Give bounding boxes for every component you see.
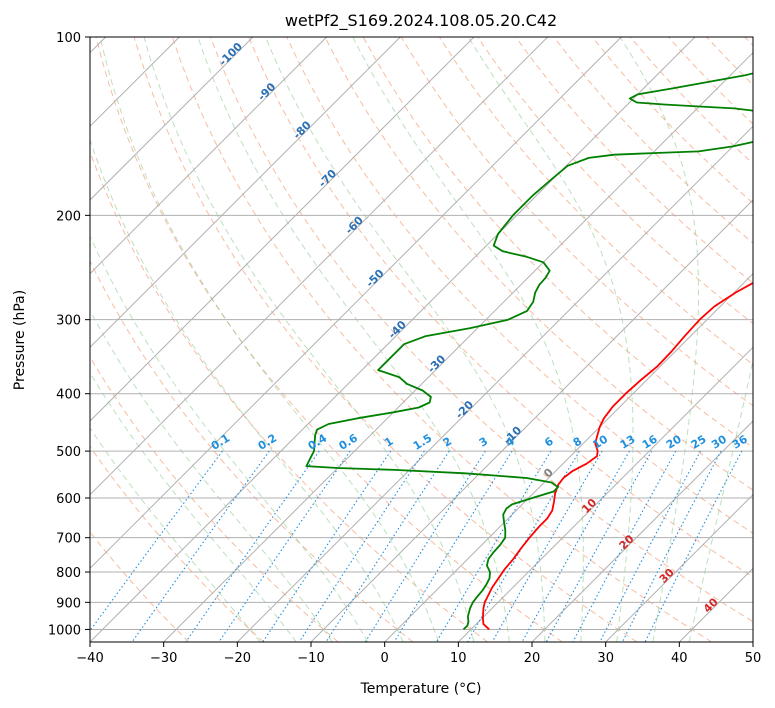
dry-adiabat (324, 37, 753, 491)
mixing-ratio-line (545, 450, 653, 642)
isotherm-line (163, 51, 753, 642)
x-tick-label: 10 (450, 651, 467, 666)
mixing-ratio-line (218, 450, 351, 642)
dry-adiabat (286, 37, 753, 534)
moist-adiabat (90, 371, 297, 642)
isotherm-line (457, 346, 753, 642)
y-tick-label: 100 (56, 31, 81, 46)
mixing-ratio-line (621, 450, 722, 642)
isotherm-line (531, 420, 753, 642)
x-axis-title: Temperature (°C) (360, 681, 482, 697)
y-tick-label: 600 (56, 492, 81, 507)
isotherm-line (384, 272, 753, 642)
isotherm-line (236, 125, 753, 642)
mixing-ratio-line (599, 450, 701, 642)
mixing-ratio-line (393, 450, 513, 642)
isotherm-line (90, 37, 622, 570)
dry-adiabat (90, 445, 264, 642)
isotherm-line (90, 37, 328, 275)
x-tick-label: −40 (76, 651, 103, 666)
moist-adiabat (688, 358, 753, 642)
dewpoint-profile (305, 72, 753, 631)
background-lines (90, 37, 753, 642)
dry-adiabat (95, 37, 563, 642)
moist-adiabat (90, 309, 333, 642)
moist-adiabat (619, 37, 699, 642)
isotherm-line (90, 37, 549, 496)
isotherm-line (90, 37, 475, 422)
mixing-ratio-line (298, 450, 425, 642)
mixing-ratio-line (185, 450, 320, 642)
x-tick-label: −20 (224, 651, 251, 666)
x-tick-label: −30 (150, 651, 177, 666)
plot-frame (89, 36, 754, 643)
mixing-ratio-line (521, 450, 630, 642)
x-tick-label: 40 (671, 651, 688, 666)
moist-adiabat (143, 37, 475, 642)
moist-adiabat (99, 37, 439, 642)
isotherm-line (90, 37, 401, 349)
axis-ticks: −40 −30 −20 −10 0 10 20 30 40 50 100 200 300 400 500 60… (48, 31, 761, 666)
mixing-ratio-line (572, 450, 677, 642)
y-tick-label: 1000 (48, 623, 81, 638)
dry-adiabat (248, 37, 753, 578)
mixing-ratio-line (491, 450, 603, 642)
temperature-profile (482, 281, 753, 631)
x-tick-label: 20 (524, 651, 541, 666)
isotherm-line (310, 199, 753, 642)
x-tick-label: 30 (597, 651, 614, 666)
moist-adiabat (90, 138, 404, 642)
isotherm-line (90, 37, 696, 642)
dry-adiabat (133, 37, 638, 642)
profile-lines (305, 72, 753, 631)
moist-adiabat (197, 37, 510, 642)
y-tick-label: 500 (56, 445, 81, 460)
moist-adiabat (265, 37, 546, 642)
x-tick-label: 50 (745, 651, 762, 666)
dry-adiabat (90, 259, 414, 642)
dry-adiabat (210, 37, 753, 623)
y-tick-label: 700 (56, 532, 81, 547)
isotherm-line (605, 493, 753, 642)
moist-adiabat (90, 235, 369, 642)
x-tick-label: 0 (381, 651, 389, 666)
moist-adiabat (90, 427, 261, 642)
dry-adiabat (515, 37, 753, 284)
isotherm-line (90, 37, 254, 201)
x-tick-label: −10 (297, 651, 324, 666)
y-tick-label: 200 (56, 209, 81, 224)
y-axis-title: Pressure (hPa) (12, 290, 28, 390)
y-tick-label: 300 (56, 314, 81, 329)
chart-title: wetPf2_S169.2024.108.05.20.C42 (285, 11, 557, 31)
y-tick-label: 800 (56, 566, 81, 581)
moist-adiabat (352, 37, 584, 642)
y-tick-label: 900 (56, 596, 81, 611)
dry-adiabat (90, 356, 339, 642)
mixing-ratio-line (90, 450, 223, 632)
mixing-ratio-line (262, 450, 392, 642)
mixing-ratio-line (644, 450, 743, 642)
y-tick-label: 400 (56, 388, 81, 403)
dry-adiabat (171, 37, 712, 642)
